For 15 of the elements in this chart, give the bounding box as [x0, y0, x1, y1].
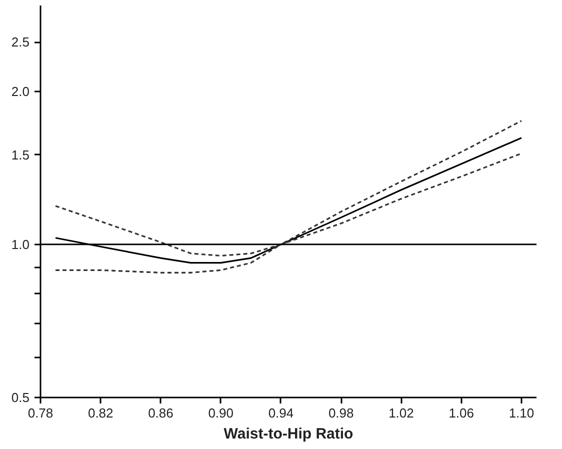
x-axis-title: Waist-to-Hip Ratio	[224, 426, 354, 442]
y-tick-label: 1.5	[11, 147, 30, 162]
x-tick-label: 1.10	[508, 406, 534, 420]
y-tick-label: 0.5	[11, 390, 30, 405]
y-tick-label: 1.0	[11, 236, 30, 252]
x-tick-label: 1.06	[448, 406, 474, 420]
x-tick-label: 0.86	[148, 406, 174, 420]
y-tick-label: 2.0	[11, 84, 30, 99]
x-tick-label: 0.82	[88, 406, 114, 420]
x-tick-label: 0.78	[28, 406, 54, 420]
x-tick-label: 0.90	[208, 406, 234, 420]
x-tick-label: 1.02	[388, 406, 414, 420]
x-tick-label: 0.94	[268, 406, 294, 420]
x-tick-label: 0.98	[328, 406, 354, 420]
y-tick-label: 2.5	[11, 34, 30, 50]
